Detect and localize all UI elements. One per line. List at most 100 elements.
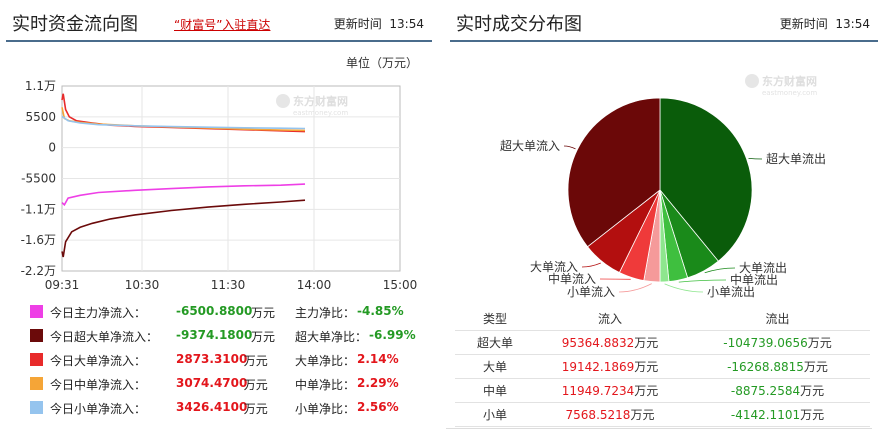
legend-ratio: 2.56% — [357, 400, 399, 414]
pie-slice-label: 大单流出 — [739, 261, 787, 275]
table-row: 小单 7568.5218万元 -4142.1101万元 — [455, 402, 870, 427]
table-row: 大单 19142.1869万元 -16268.8815万元 — [455, 354, 870, 379]
legend-ratio: -6.99% — [369, 328, 416, 342]
y-tick-label: 5500 — [25, 110, 56, 124]
unit-label: 单位（万元） — [346, 56, 419, 70]
table-header-cell: 流出 — [685, 307, 870, 331]
x-tick-label: 10:30 — [125, 278, 160, 292]
update-label: 更新时间 — [333, 17, 382, 31]
row-inflow: 7568.5218万元 — [535, 402, 685, 427]
watermark-text: 东方财富网 — [762, 74, 817, 88]
legend-name: 今日小单净流入： — [50, 402, 147, 416]
y-tick-label: 0 — [48, 141, 56, 155]
legend-unit: 万元 — [243, 354, 268, 368]
legend-unit: 万元 — [251, 306, 276, 320]
pie-slice-label: 超大单流出 — [766, 151, 826, 166]
update-value: 13:54 — [389, 17, 424, 31]
watermark-subtext: eastmoney.com — [762, 89, 817, 97]
table-header-row: 类型 流入 流出 — [455, 307, 870, 331]
legend-value: -6500.8800 — [176, 304, 253, 318]
pie-leader-line — [678, 279, 727, 283]
pie-leader-line — [664, 283, 704, 293]
x-tick-label: 11:30 — [211, 278, 246, 292]
legend-ratio: 2.29% — [357, 376, 399, 390]
pie-slices — [567, 97, 753, 283]
watermark-subtext: eastmoney.com — [293, 109, 348, 117]
pie-leader-line — [581, 262, 601, 268]
legend-ratio-label: 超大单净比： — [295, 330, 368, 344]
pie-slice-label: 小单流出 — [707, 285, 755, 299]
flow-table: 类型 流入 流出 超大单 95364.8832万元 -104739.0656万元 大单 191… — [455, 307, 870, 427]
line-chart-series — [61, 93, 306, 258]
row-outflow: -4142.1101万元 — [685, 402, 870, 427]
legend-row: 今日大单净流入： 2873.3100 万元 大单净比： 2.14% — [30, 349, 430, 373]
legend-value: 2873.3100 — [176, 352, 248, 366]
pie-slice — [567, 97, 661, 248]
x-tick-label: 15:00 — [383, 278, 418, 292]
table-header-cell: 类型 — [455, 307, 535, 331]
distribution-header: 实时成交分布图 更新时间 13:54 — [450, 0, 878, 42]
legend-unit: 万元 — [243, 402, 268, 416]
update-value: 13:54 — [835, 17, 870, 31]
fund-flow-panel: 实时资金流向图 “财富号”入驻直达 更新时间 13:54 单位（万元） 东方财富… — [0, 0, 432, 442]
legend-row: 今日主力净流入： -6500.8800 万元 主力净比： -4.85% — [30, 301, 430, 325]
legend-ratio-label: 小单净比： — [295, 402, 356, 416]
promo-link[interactable]: “财富号”入驻直达 — [174, 18, 271, 32]
y-tick-label: -1.1万 — [21, 202, 56, 216]
row-type: 中单 — [455, 378, 535, 403]
legend-swatch — [30, 401, 43, 414]
row-type: 大单 — [455, 354, 535, 379]
legend-ratio: -4.85% — [357, 304, 404, 318]
update-label: 更新时间 — [779, 17, 828, 31]
line-chart-watermark: 东方财富网 eastmoney.com — [276, 94, 348, 117]
legend-row: 今日超大单净流入： -9374.1800 万元 超大单净比： -6.99% — [30, 325, 430, 349]
watermark-text: 东方财富网 — [293, 94, 348, 108]
y-tick-label: -5500 — [21, 172, 56, 186]
legend-swatch — [30, 305, 43, 318]
distribution-title: 实时成交分布图 — [456, 14, 582, 35]
divider — [446, 428, 872, 429]
legend-value: 3074.4700 — [176, 376, 248, 390]
row-inflow: 19142.1869万元 — [535, 354, 685, 379]
legend-value: -9374.1800 — [176, 328, 253, 342]
pie-leader-line — [748, 158, 763, 160]
watermark-logo-icon — [276, 94, 290, 108]
fund-flow-header: 实时资金流向图 “财富号”入驻直达 更新时间 13:54 — [6, 0, 432, 42]
legend-swatch — [30, 377, 43, 390]
legend-value: 3426.4100 — [176, 400, 248, 414]
pie-slice-label: 中单流出 — [730, 272, 778, 287]
table-row: 超大单 95364.8832万元 -104739.0656万元 — [455, 330, 870, 355]
row-outflow: -16268.8815万元 — [685, 354, 870, 379]
row-inflow: 11949.7234万元 — [535, 378, 685, 403]
fund-flow-title: 实时资金流向图 — [12, 14, 138, 35]
legend-swatch — [30, 353, 43, 366]
pie-leader-line — [618, 283, 652, 293]
legend-unit: 万元 — [251, 330, 276, 344]
legend-ratio-label: 主力净比： — [295, 306, 356, 320]
legend-name: 今日超大单净流入： — [50, 330, 159, 344]
legend-row: 今日中单净流入： 3074.4700 万元 中单净比： 2.29% — [30, 373, 430, 397]
row-outflow: -104739.0656万元 — [685, 330, 870, 355]
legend-unit: 万元 — [243, 378, 268, 392]
pie-leader-line — [563, 145, 576, 150]
pie-watermark: 东方财富网 eastmoney.com — [745, 74, 817, 97]
distribution-update-time: 更新时间 13:54 — [780, 15, 870, 32]
row-type: 超大单 — [455, 330, 535, 355]
x-tick-label: 09:31 — [45, 278, 80, 292]
update-time: 更新时间 13:54 — [334, 15, 424, 32]
row-inflow: 95364.8832万元 — [535, 330, 685, 355]
series-line — [61, 115, 306, 130]
fund-flow-line-chart: 东方财富网 eastmoney.com 1.1万 5500 0 -5500 -1.1万 -… — [21, 79, 418, 292]
pie-slice-label: 中单流入 — [548, 271, 596, 286]
legend-row: 今日小单净流入： 3426.4100 万元 小单净比： 2.56% — [30, 397, 430, 421]
legend-name: 今日大单净流入： — [50, 354, 147, 368]
row-outflow: -8875.2584万元 — [685, 378, 870, 403]
pie-slice-label: 小单流入 — [567, 285, 615, 299]
pie-leader-line — [704, 267, 736, 274]
y-tick-label: -2.2万 — [21, 264, 56, 278]
series-line — [61, 199, 306, 258]
distribution-panel: 实时成交分布图 更新时间 13:54 — [446, 0, 878, 442]
line-chart-grid — [61, 85, 401, 272]
